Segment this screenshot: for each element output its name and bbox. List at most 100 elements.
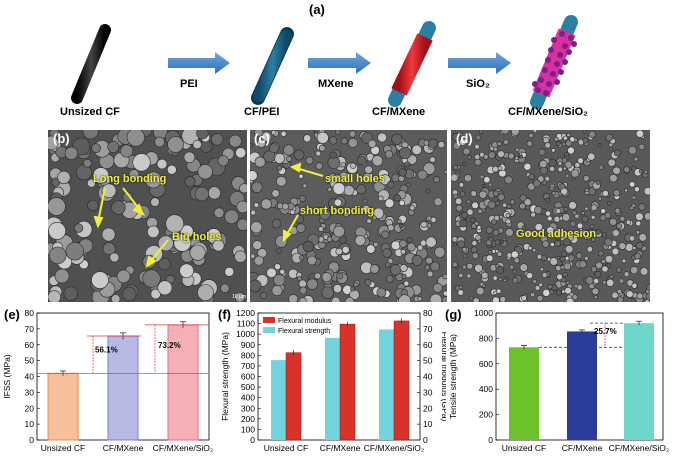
bar-modulus-2: [393, 320, 410, 441]
x-tick-label-2: CF/MXene/SiO₂: [364, 443, 424, 453]
panel-label-c: (c): [254, 131, 270, 146]
bar-0: [509, 347, 539, 440]
y-tick-label-11: 1100: [237, 319, 256, 329]
y-tick-label-9: 900: [241, 340, 255, 350]
y-tick-label-2: 20: [25, 403, 35, 413]
legend-swatch-strength: [263, 327, 275, 333]
sem-texture-d: [451, 130, 650, 302]
y-tick-label-0: 0: [250, 435, 255, 445]
panel-label-e: (e): [4, 307, 20, 322]
percent-annotation-0: 56.1%: [95, 346, 118, 355]
sem-annotation-small-holes: small holes: [325, 173, 385, 185]
sem-image-d: [451, 130, 650, 302]
panel-label-g: (g): [445, 307, 462, 322]
x-tick-label-0: Unsized CF: [502, 443, 546, 453]
chart-ifss: 0 10 20 30 40 50 60 70 80 IFSS (MPa) Unsized CF CF/…: [2, 308, 213, 453]
y-tick-label-8: 800: [241, 350, 255, 360]
legend-label-strength: Flexural strength: [278, 328, 330, 335]
y-tick-label-2: 200: [241, 414, 255, 424]
x-tick-label-0: Unsized CF: [41, 443, 85, 453]
sem-annotation-long-bonding: Long bonding: [93, 173, 167, 185]
y-tick-label-7: 70: [25, 324, 35, 334]
y-axis-label: Flexural strength (MPa): [220, 332, 230, 421]
x-tick-label-1: CF/MXene: [103, 443, 144, 453]
x-tick-label-1: CF/MXene: [320, 443, 361, 453]
sem-annotation-short-bonding: short bonding: [300, 205, 374, 217]
chart-flexural: 0100200300400500600700800900100011001200…: [220, 308, 446, 453]
y-right-tick-label-7: 70: [423, 324, 433, 334]
fiber-cf-mxene-sio2: [530, 15, 578, 109]
arrow-pei: [168, 52, 230, 74]
y-tick-label-3: 600: [479, 359, 493, 369]
bar-strength-1: [325, 337, 340, 440]
arrow-label-pei: PEI: [180, 78, 198, 90]
y-tick-label-0: 0: [29, 435, 34, 445]
x-tick-label-2: CF/MXene/SiO₂: [153, 443, 213, 453]
y-right-tick-label-0: 0: [423, 435, 428, 445]
y-tick-label-6: 60: [25, 340, 35, 350]
arrow-label-sio2: SiO₂: [466, 78, 490, 90]
panel-label-b: (b): [53, 131, 70, 146]
sem-image-b: [48, 130, 247, 302]
percent-annotation-1: 73.2%: [158, 341, 181, 350]
y-tick-label-1: 10: [25, 419, 35, 429]
y-right-tick-label-5: 50: [423, 356, 433, 366]
y-tick-label-0: 0: [488, 435, 493, 445]
y-right-tick-label-3: 30: [423, 387, 433, 397]
bar-strength-0: [271, 360, 286, 440]
bar-modulus-1: [339, 323, 356, 441]
y-tick-label-12: 1200: [236, 308, 255, 318]
y-tick-label-5: 500: [241, 382, 255, 392]
y-right-tick-label-1: 10: [423, 419, 433, 429]
fiber-cf-mxene: [388, 21, 436, 107]
sem-annotation-good-adhesion: Good adhesion: [516, 228, 597, 240]
bar-0: [47, 372, 79, 441]
bar-1: [567, 331, 597, 440]
panel-label-a: (a): [309, 2, 325, 17]
sem-texture-c: [250, 130, 447, 302]
legend-swatch-modulus: [263, 317, 275, 323]
chart-tensile: 0 200 400 600 800 1000 Tensile strength (MPa) U…: [448, 308, 669, 453]
bar-1: [107, 335, 139, 441]
y-tick-label-6: 600: [241, 372, 255, 382]
y-tick-label-1: 100: [241, 424, 255, 434]
fiber-label-cf-mxene: CF/MXene: [372, 106, 426, 118]
arrow-label-mxene: MXene: [318, 78, 354, 90]
schematic-diagram: [71, 15, 578, 109]
bar-2: [167, 324, 199, 441]
y-right-tick-label-6: 60: [423, 340, 433, 350]
arrow-mxene: [308, 52, 371, 74]
y-right-tick-label-4: 40: [423, 372, 433, 382]
x-tick-label-2: CF/MXene/SiO₂: [609, 443, 669, 453]
bar-modulus-0: [285, 352, 302, 441]
sem-image-c: [250, 130, 447, 302]
fiber-label-unsized-cf: Unsized CF: [60, 106, 120, 118]
y-axis-label: IFSS (MPa): [2, 354, 12, 399]
percent-annotation-0: 25.7%: [594, 327, 617, 336]
fiber-label-cf-mxene-sio2: CF/MXene/SiO₂: [508, 106, 589, 118]
y-tick-label-1: 200: [479, 410, 493, 420]
y-tick-label-2: 400: [479, 384, 493, 394]
y-tick-label-4: 400: [241, 393, 255, 403]
y-tick-label-4: 800: [479, 333, 493, 343]
y-tick-label-8: 80: [25, 308, 35, 318]
fiber-unsized-cf: [71, 24, 111, 104]
legend-label-modulus: Flexural modulus: [278, 318, 332, 325]
y-axis-label: Tensile strength (MPa): [448, 334, 458, 419]
bar-strength-2: [379, 329, 394, 440]
fiber-label-cf-pei: CF/PEI: [244, 106, 280, 118]
y-tick-label-7: 700: [241, 361, 255, 371]
y-tick-label-4: 40: [25, 372, 35, 382]
sem-annotation-arrows: [93, 162, 324, 269]
sem-texture-b: [48, 130, 247, 302]
y-tick-label-3: 300: [241, 403, 255, 413]
x-tick-label-0: Unsized CF: [264, 443, 308, 453]
fiber-cf-pei: [251, 27, 294, 105]
panel-label-f: (f): [218, 307, 231, 322]
y-tick-label-3: 30: [25, 387, 35, 397]
sem-scale-bar: 10 µm: [232, 294, 246, 300]
x-tick-label-1: CF/MXene: [562, 443, 603, 453]
y-tick-label-5: 50: [25, 356, 35, 366]
panel-label-d: (d): [456, 131, 473, 146]
arrow-sio2: [448, 52, 511, 74]
